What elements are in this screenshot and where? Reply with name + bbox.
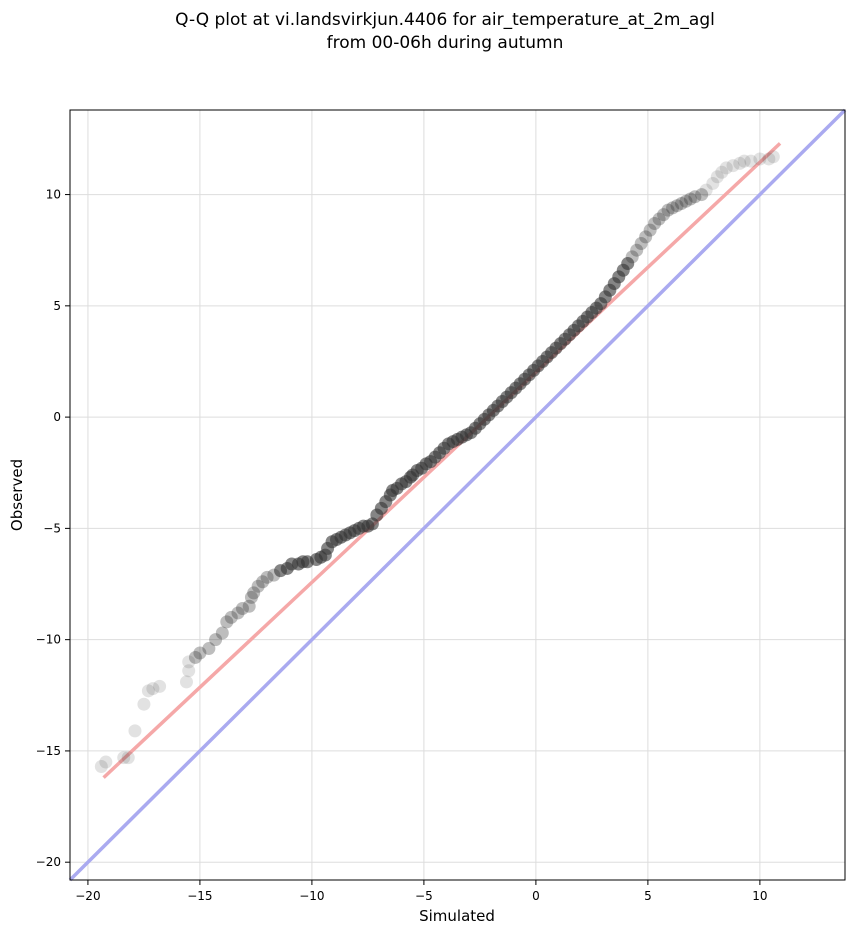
y-tick-label: 10 <box>46 188 61 202</box>
data-point <box>202 642 216 656</box>
chart-title-line-1: Q-Q plot at vi.landsvirkjun.4406 for air… <box>175 10 715 30</box>
data-point <box>117 751 131 765</box>
data-point <box>695 188 709 202</box>
x-tick-label: −20 <box>75 889 100 903</box>
data-point <box>99 755 113 769</box>
data-point <box>715 165 729 179</box>
y-tick-label: −15 <box>36 744 61 758</box>
data-point <box>224 610 238 624</box>
data-point <box>256 575 270 589</box>
data-point <box>648 216 662 230</box>
data-point <box>726 159 740 173</box>
data-point <box>128 724 142 738</box>
data-point <box>710 170 724 184</box>
fit-line-group <box>102 142 782 779</box>
data-point <box>634 237 648 251</box>
data-point <box>209 633 223 647</box>
data-points <box>94 150 780 774</box>
x-tick-label: −10 <box>299 889 324 903</box>
grid-lines <box>70 110 845 880</box>
data-point <box>733 156 747 170</box>
data-point <box>666 201 680 215</box>
identity-line <box>68 108 847 882</box>
data-point <box>679 194 693 208</box>
data-point <box>247 586 261 600</box>
data-point <box>146 682 160 696</box>
data-point <box>251 579 265 593</box>
fit-line <box>102 142 782 779</box>
x-tick-label: 10 <box>752 889 767 903</box>
data-point <box>193 646 207 660</box>
data-point <box>244 590 258 604</box>
y-tick-label: −10 <box>36 633 61 647</box>
data-point <box>242 599 256 613</box>
data-point <box>639 230 653 244</box>
y-tick-label: −5 <box>43 521 61 535</box>
chart-title-line-2: from 00-06h during autumn <box>327 33 564 53</box>
data-point <box>179 675 193 689</box>
x-tick-label: −15 <box>187 889 212 903</box>
x-tick-label: 5 <box>644 889 652 903</box>
x-tick-label: −5 <box>415 889 433 903</box>
data-point <box>630 243 644 257</box>
data-point <box>674 196 688 210</box>
data-point <box>260 570 274 584</box>
data-point <box>121 751 135 765</box>
data-point <box>182 655 196 669</box>
identity-line-group <box>68 108 847 882</box>
data-point <box>719 161 733 175</box>
data-point <box>706 176 720 190</box>
x-tick-label: 0 <box>532 889 540 903</box>
data-point <box>625 250 639 264</box>
data-point <box>188 650 202 664</box>
data-point <box>182 664 196 678</box>
plot-frame <box>69 109 846 881</box>
data-point <box>670 199 684 213</box>
data-point <box>94 760 108 774</box>
data-point <box>643 223 657 237</box>
data-point <box>688 190 702 204</box>
data-point <box>737 154 751 168</box>
data-point <box>766 150 780 164</box>
data-point <box>744 154 758 168</box>
data-point <box>753 152 767 166</box>
data-point <box>683 192 697 206</box>
axis-ticks: −20 −15 −10 −5 0 5 10 −20 −15 −10 −5 0 5 10 <box>36 188 768 903</box>
data-point <box>762 152 776 166</box>
data-point <box>699 183 713 197</box>
data-point <box>661 203 675 217</box>
data-point <box>657 208 671 222</box>
y-tick-label: −20 <box>36 855 61 869</box>
data-point <box>220 615 234 629</box>
data-point <box>153 679 167 693</box>
x-axis-label: Simulated <box>419 907 495 925</box>
y-axis-label: Observed <box>8 459 26 531</box>
data-point <box>652 212 666 226</box>
data-point <box>141 684 155 698</box>
data-point <box>137 697 151 711</box>
data-point <box>231 606 245 620</box>
y-tick-label: 0 <box>53 410 61 424</box>
data-point <box>215 626 229 640</box>
data-point <box>621 257 635 271</box>
data-point <box>235 601 249 615</box>
y-tick-label: 5 <box>53 299 61 313</box>
